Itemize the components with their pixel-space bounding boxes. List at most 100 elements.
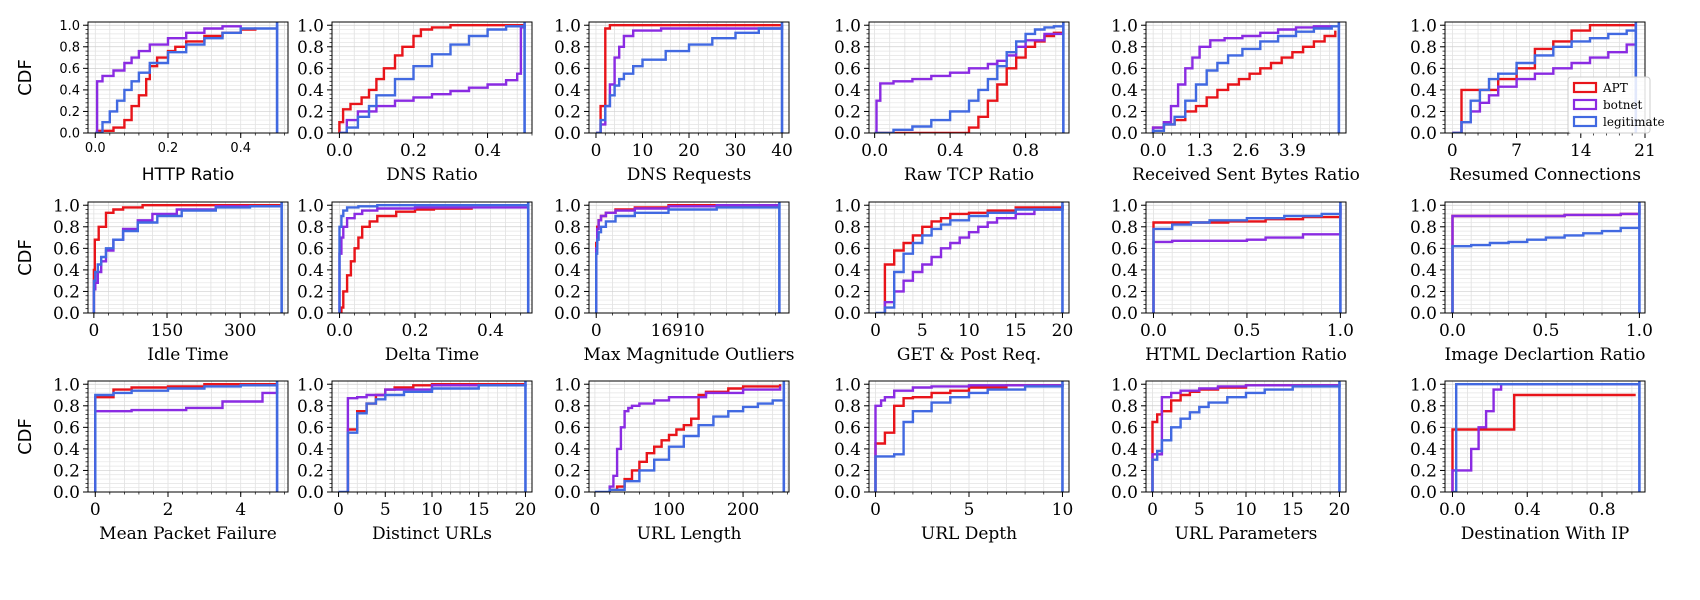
y-tick-label: 0.6 bbox=[297, 418, 324, 438]
x-tick-label: 0 bbox=[870, 500, 881, 520]
series-line-APT bbox=[883, 205, 1064, 313]
x-tick-label: 16910 bbox=[651, 321, 705, 341]
series-line-legitimate bbox=[338, 204, 529, 313]
x-axis-label: Idle Time bbox=[147, 345, 228, 365]
y-tick-label: 0.2 bbox=[1410, 462, 1437, 482]
y-tick-label: 0.0 bbox=[297, 124, 324, 144]
x-tick-label: 5 bbox=[964, 500, 975, 520]
cdf-panel-9: 0.00.20.40.60.81.0 0 16910 Max Magnitude Ou… bbox=[554, 196, 795, 365]
series-group bbox=[874, 384, 1064, 492]
y-tick-label: 0.6 bbox=[59, 62, 80, 77]
plot-frame bbox=[1444, 201, 1646, 314]
y-tick-label: 0.0 bbox=[834, 124, 861, 144]
series-line-botnet bbox=[1152, 205, 1342, 313]
cdf-panel-17: 0.00.20.40.60.81.0 0 5 10 15 20 URL Parameters bbox=[1111, 375, 1350, 544]
y-tick-label: 0.8 bbox=[297, 38, 324, 58]
y-tick-label: 0.0 bbox=[554, 124, 581, 144]
series-group bbox=[875, 205, 1064, 313]
y-tick-label: 0.0 bbox=[834, 483, 861, 503]
series-line-legitimate bbox=[1452, 383, 1640, 492]
y-tick-label: 1.0 bbox=[834, 196, 861, 216]
cdf-panel-5: 0.00.20.40.60.81.0 0.0 1.3 2.6 3.9 Received S… bbox=[1111, 16, 1360, 185]
y-tick-label: 0.6 bbox=[554, 418, 581, 438]
series-line-APT bbox=[338, 24, 525, 133]
series-line-legitimate bbox=[595, 205, 781, 313]
y-tick-label: 0.8 bbox=[554, 397, 581, 417]
y-tick-label: 0.4 bbox=[297, 81, 324, 101]
series-line-legitimate bbox=[594, 399, 785, 492]
y-tick-label: 0.8 bbox=[53, 397, 80, 417]
y-tick-label: 0.8 bbox=[834, 397, 861, 417]
y-tick-label: 0.8 bbox=[1410, 397, 1437, 417]
legend-label-legitimate: legitimate bbox=[1603, 115, 1665, 129]
plot-frame bbox=[331, 21, 533, 134]
series-line-APT bbox=[340, 207, 473, 313]
plot-frame bbox=[1145, 201, 1347, 314]
x-tick-label: 15 bbox=[1005, 321, 1027, 341]
series-line-legitimate bbox=[1151, 25, 1341, 133]
y-tick-label: 0.6 bbox=[53, 418, 80, 438]
x-tick-label: 0.0 bbox=[1140, 141, 1167, 161]
series-line-APT bbox=[595, 204, 780, 313]
series-group bbox=[1151, 25, 1341, 133]
series-line-legitimate bbox=[874, 25, 1065, 133]
x-tick-label: 10 bbox=[1235, 500, 1257, 520]
series-line-APT bbox=[874, 28, 1065, 133]
series-line-legitimate bbox=[1452, 25, 1637, 133]
grid bbox=[1146, 381, 1346, 493]
grid bbox=[332, 202, 532, 314]
y-tick-label: 0.8 bbox=[53, 218, 80, 238]
series-group bbox=[596, 24, 784, 133]
y-tick-label: 0.6 bbox=[1111, 418, 1138, 438]
y-tick-label: 1.0 bbox=[1111, 196, 1138, 216]
y-tick-label: 0.6 bbox=[554, 59, 581, 79]
y-tick-label: 0.0 bbox=[1111, 304, 1138, 324]
series-line-botnet bbox=[883, 205, 1064, 313]
series-line-APT bbox=[1151, 30, 1337, 133]
x-tick-label: 7 bbox=[1511, 141, 1522, 161]
x-tick-label: 0.5 bbox=[1233, 321, 1260, 341]
y-tick-label: 0.0 bbox=[1410, 304, 1437, 324]
series-line-botnet bbox=[1451, 205, 1641, 313]
series-group bbox=[338, 24, 526, 133]
plot-frame bbox=[331, 201, 533, 314]
y-tick-label: 0.8 bbox=[1410, 218, 1437, 238]
y-tick-label: 0.0 bbox=[53, 304, 80, 324]
x-tick-label: 0.0 bbox=[1439, 500, 1466, 520]
y-tick-label: 0.0 bbox=[53, 483, 80, 503]
cdf-panel-16: 0.00.20.40.60.81.0 0 5 10 URL Depth bbox=[834, 375, 1073, 544]
legend-swatch-legitimate bbox=[1572, 115, 1598, 128]
x-tick-label: 15 bbox=[468, 500, 490, 520]
x-axis-label: Image Declartion Ratio bbox=[1445, 345, 1646, 365]
y-tick-label: 0.6 bbox=[554, 239, 581, 259]
y-tick-label: 0.8 bbox=[834, 38, 861, 58]
series-group bbox=[874, 25, 1065, 133]
y-tick-label: 0.2 bbox=[53, 462, 80, 482]
grid bbox=[589, 381, 789, 493]
series-line-botnet bbox=[1451, 383, 1640, 492]
series-line-legitimate bbox=[339, 25, 526, 133]
series-line-botnet bbox=[874, 384, 1064, 492]
y-tick-label: 0.6 bbox=[834, 59, 861, 79]
y-tick-label: 0.4 bbox=[834, 81, 861, 101]
series-group bbox=[1152, 205, 1342, 313]
y-tick-label: 0.2 bbox=[834, 283, 861, 303]
x-tick-label: 10 bbox=[421, 500, 443, 520]
x-tick-label: 0.2 bbox=[401, 321, 428, 341]
series-line-APT bbox=[92, 204, 282, 313]
x-tick-label: 20 bbox=[515, 500, 537, 520]
y-tick-label: 0.2 bbox=[59, 105, 80, 120]
series-line-botnet bbox=[346, 384, 527, 492]
x-tick-label: 40 bbox=[771, 141, 793, 161]
x-axis-label: Raw TCP Ratio bbox=[904, 165, 1034, 185]
y-tick-label: 0.2 bbox=[554, 103, 581, 123]
y-tick-label: 0.4 bbox=[297, 440, 324, 460]
x-axis-label: DNS Ratio bbox=[386, 165, 477, 185]
series-group bbox=[338, 383, 527, 492]
plot-frame bbox=[588, 380, 790, 493]
x-tick-label: 1.3 bbox=[1186, 141, 1213, 161]
y-tick-label: 0.2 bbox=[1111, 283, 1138, 303]
plot-frame bbox=[868, 21, 1070, 134]
y-tick-label: 0.6 bbox=[1410, 239, 1437, 259]
